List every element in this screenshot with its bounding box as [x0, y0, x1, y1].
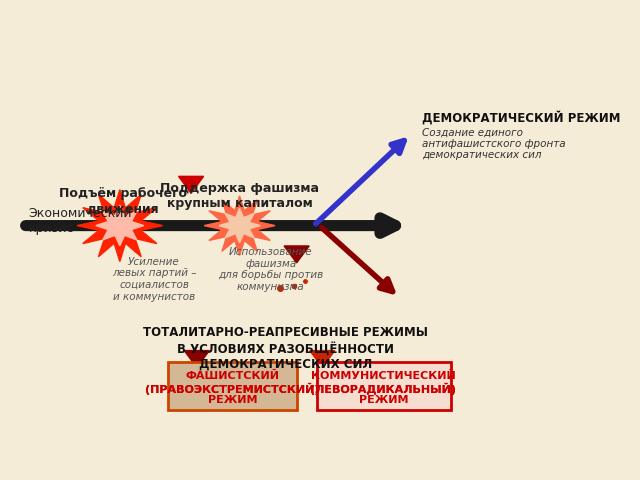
Polygon shape	[204, 196, 275, 255]
Text: (ЛЕВОРАДИКАЛЬНЫЙ): (ЛЕВОРАДИКАЛЬНЫЙ)	[310, 383, 456, 395]
Text: (ПРАВОЭКСТРЕМИСТСКИЙ): (ПРАВОЭКСТРЕМИСТСКИЙ)	[145, 383, 320, 395]
Text: ДЕМОКРАТИЧЕСКИЙ РЕЖИМ: ДЕМОКРАТИЧЕСКИЙ РЕЖИМ	[422, 111, 621, 125]
Text: Экономический
кризис: Экономический кризис	[29, 207, 132, 235]
Polygon shape	[184, 350, 209, 368]
FancyBboxPatch shape	[317, 362, 451, 410]
Text: КОММУНИСТИЧЕСКИЙ: КОММУНИСТИЧЕСКИЙ	[311, 371, 456, 381]
Text: (ЛЕВОРАДИКАЛЬНЫЙ): (ЛЕВОРАДИКАЛЬНЫЙ)	[310, 383, 456, 395]
Polygon shape	[77, 190, 163, 262]
FancyBboxPatch shape	[168, 362, 296, 410]
Polygon shape	[284, 246, 309, 263]
Text: Усиление
левых партий –
социалистов
и коммунистов: Усиление левых партий – социалистов и ко…	[112, 257, 196, 301]
Polygon shape	[96, 205, 144, 246]
Polygon shape	[179, 176, 204, 193]
Polygon shape	[219, 208, 260, 243]
Text: Поддержка фашизма
крупным капиталом: Поддержка фашизма крупным капиталом	[160, 182, 319, 210]
Text: ФАШИСТСКИЙ: ФАШИСТСКИЙ	[186, 371, 280, 381]
Text: (ПРАВОЭКСТРЕМИСТСКИЙ): (ПРАВОЭКСТРЕМИСТСКИЙ)	[145, 383, 320, 395]
Text: Использование
фашизма
для борьбы против
коммунизма: Использование фашизма для борьбы против …	[218, 247, 324, 292]
Text: Создание единого
антифашистского фронта
демократических сил: Создание единого антифашистского фронта …	[422, 127, 566, 160]
Text: РЕЖИМ: РЕЖИМ	[208, 395, 257, 405]
Text: ТОТАЛИТАРНО-РЕАПРЕСИВНЫЕ РЕЖИМЫ
В УСЛОВИЯХ РАЗОБЩЁННОСТИ
ДЕМОКРАТИЧЕСКИХ СИЛ: ТОТАЛИТАРНО-РЕАПРЕСИВНЫЕ РЕЖИМЫ В УСЛОВИ…	[143, 326, 428, 371]
Text: РЕЖИМ: РЕЖИМ	[358, 395, 408, 405]
Polygon shape	[310, 350, 335, 368]
Text: Подъём рабочего
движения: Подъём рабочего движения	[59, 187, 187, 215]
